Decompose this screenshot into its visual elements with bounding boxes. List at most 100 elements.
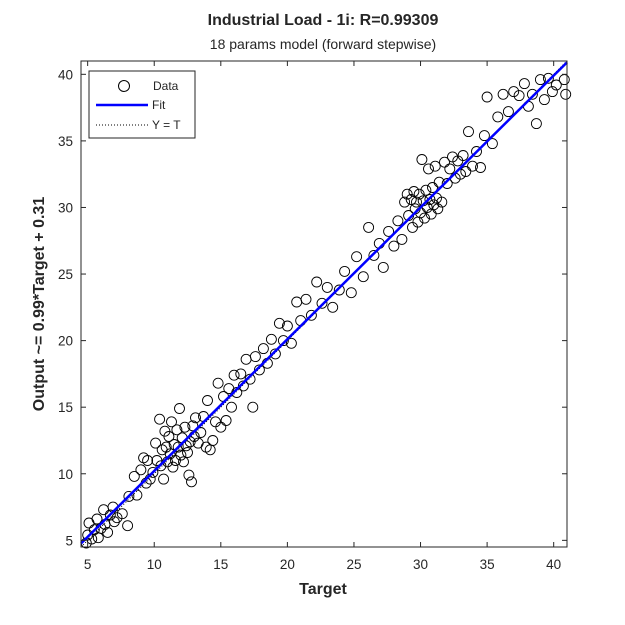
y-tick-label: 35 [58,134,73,149]
x-tick-label: 40 [546,557,561,572]
x-axis-label: Target [299,581,347,598]
data-point [478,130,490,142]
data-point [150,437,162,449]
x-tick-label: 35 [480,557,495,572]
data-point [235,368,247,380]
data-point [481,91,493,103]
data-point [457,150,469,161]
data-point [175,449,187,461]
data-point [408,186,420,197]
data-point [220,415,232,426]
data-point [247,401,259,413]
data-point [388,240,400,252]
data-point [333,284,345,296]
data-point [399,196,411,208]
data-point [158,473,170,485]
data-point [396,233,408,245]
data-point [142,455,154,466]
data-point [420,184,432,196]
axis-ticks: 5 10 15 20 25 30 35 40 5 10 15 20 25 30 35 40 [58,61,567,572]
legend-data-marker-icon [118,80,130,92]
data-point [183,469,195,481]
data-point [135,464,147,476]
data-point [526,88,538,100]
data-point [429,160,441,172]
data-point [190,412,201,424]
data-point [542,72,554,84]
data-point [321,281,333,293]
data-point [228,369,240,381]
data-point [392,215,404,227]
data-point [486,138,498,150]
chart-title: Industrial Load - 1i: R=0.99309 [208,12,439,29]
data-point [202,395,213,406]
data-point [471,146,482,157]
data-point [560,88,572,100]
data-point [155,460,167,472]
legend: Data Fit Y = T [88,70,196,139]
data-point [164,448,176,460]
data-point [174,403,185,414]
data-point [187,420,199,432]
data-point [508,86,520,98]
data-point [104,509,116,521]
x-tick-label: 20 [280,557,295,572]
y-tick-label: 10 [58,467,73,482]
data-point [467,160,478,172]
data-point [311,276,323,288]
data-point [368,249,380,261]
data-point [244,373,256,385]
data-point [534,74,546,86]
data-point [441,178,453,189]
data-point [122,520,134,532]
y-tick-label: 5 [65,533,73,548]
data-point [305,309,317,321]
data-point [405,194,417,205]
data-point [163,431,175,442]
chart-subtitle: 18 params model (forward stepwise) [210,36,436,52]
data-point [178,456,189,468]
y-tick-label: 20 [58,334,73,349]
data-point [428,199,440,211]
data-point [160,441,172,453]
y-tick-label: 40 [58,67,73,82]
data-point [171,424,183,436]
data-point [492,111,504,123]
x-tick-label: 15 [213,557,228,572]
plot-frame [80,60,568,548]
data-point [265,333,277,345]
data-point [475,162,486,173]
data-point [215,421,227,433]
data-point [116,508,128,520]
data-point [439,156,450,168]
data-point [518,78,530,90]
legend-identity-label: Y = T [152,118,181,132]
data-point [550,79,562,91]
legend-fit-label: Fit [152,98,166,112]
data-point [172,441,184,453]
data-point [436,196,448,208]
data-point [212,377,224,389]
data-point [546,86,558,98]
fit-line [80,61,568,545]
x-tick-label: 10 [147,557,162,572]
data-point [269,348,281,360]
data-point [147,466,159,478]
data-point [131,489,143,501]
y-tick-label: 30 [58,200,73,215]
data-point [179,421,191,433]
data-point [383,225,395,237]
data-point [182,447,193,458]
data-point [411,196,422,208]
data-point [460,166,472,177]
identity-line [80,60,568,548]
data-point [273,317,285,329]
data-point [351,251,363,263]
y-axis-label: Output ~= 0.99*Target + 0.31 [31,197,48,412]
data-point [502,106,514,118]
data-point [166,416,177,428]
data-point [91,513,103,525]
data-point [257,343,269,355]
data-point [363,221,375,233]
data-point [421,202,433,213]
